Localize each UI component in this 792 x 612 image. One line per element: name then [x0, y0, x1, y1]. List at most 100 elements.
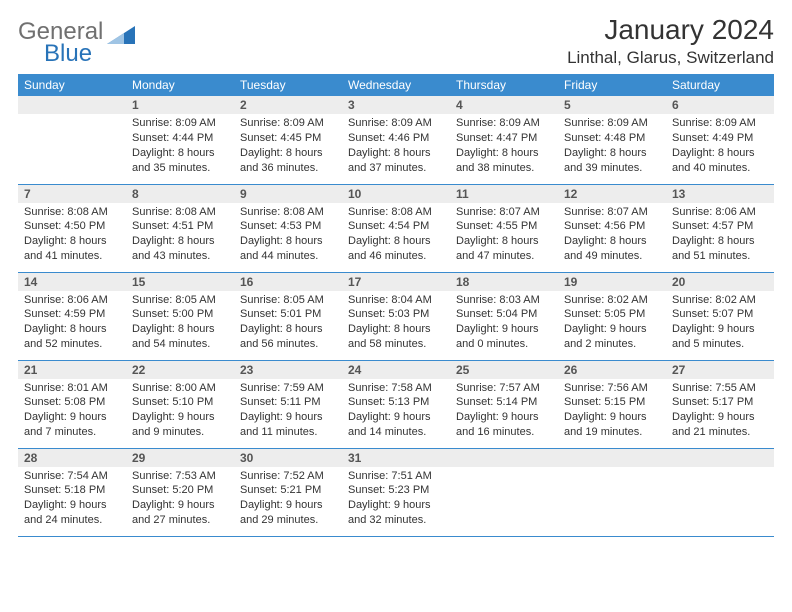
sun-info-line: Sunset: 4:57 PM — [672, 219, 768, 234]
sun-info: Sunrise: 7:58 AMSunset: 5:13 PMDaylight:… — [342, 379, 450, 444]
sun-info-line: and 32 minutes. — [348, 513, 444, 528]
sun-info-line: Daylight: 8 hours — [132, 146, 228, 161]
sun-info-line: Sunset: 5:03 PM — [348, 307, 444, 322]
day-number: 14 — [18, 273, 126, 291]
sun-info-line: Daylight: 9 hours — [240, 498, 336, 513]
sun-info: Sunrise: 8:07 AMSunset: 4:55 PMDaylight:… — [450, 203, 558, 268]
week-row: 28Sunrise: 7:54 AMSunset: 5:18 PMDayligh… — [18, 448, 774, 536]
sun-info-line: and 47 minutes. — [456, 249, 552, 264]
weekday-header: Sunday — [18, 74, 126, 96]
sun-info-line: Sunset: 5:21 PM — [240, 483, 336, 498]
sun-info: Sunrise: 8:07 AMSunset: 4:56 PMDaylight:… — [558, 203, 666, 268]
page-title: January 2024 — [567, 14, 774, 46]
weekday-header: Saturday — [666, 74, 774, 96]
sun-info-line: Sunset: 5:00 PM — [132, 307, 228, 322]
day-cell: 30Sunrise: 7:52 AMSunset: 5:21 PMDayligh… — [234, 448, 342, 536]
day-number: 5 — [558, 96, 666, 114]
day-number: 6 — [666, 96, 774, 114]
day-cell: 12Sunrise: 8:07 AMSunset: 4:56 PMDayligh… — [558, 184, 666, 272]
day-number: 10 — [342, 185, 450, 203]
sun-info-line: Sunrise: 8:04 AM — [348, 293, 444, 308]
sun-info-line: and 29 minutes. — [240, 513, 336, 528]
sun-info: Sunrise: 8:09 AMSunset: 4:49 PMDaylight:… — [666, 114, 774, 179]
sun-info-line: Daylight: 8 hours — [348, 322, 444, 337]
sun-info-line: Sunset: 4:54 PM — [348, 219, 444, 234]
logo-triangle-icon — [107, 22, 135, 48]
day-cell: 3Sunrise: 8:09 AMSunset: 4:46 PMDaylight… — [342, 96, 450, 184]
sun-info-line: Sunset: 5:18 PM — [24, 483, 120, 498]
day-number: 12 — [558, 185, 666, 203]
sun-info-line: Sunset: 4:53 PM — [240, 219, 336, 234]
sun-info-line: Sunset: 4:50 PM — [24, 219, 120, 234]
day-cell: 14Sunrise: 8:06 AMSunset: 4:59 PMDayligh… — [18, 272, 126, 360]
day-number: 28 — [18, 449, 126, 467]
day-number: 23 — [234, 361, 342, 379]
sun-info-line: Sunrise: 7:55 AM — [672, 381, 768, 396]
day-number: 2 — [234, 96, 342, 114]
sun-info-line: and 40 minutes. — [672, 161, 768, 176]
sun-info: Sunrise: 7:51 AMSunset: 5:23 PMDaylight:… — [342, 467, 450, 532]
sun-info: Sunrise: 8:09 AMSunset: 4:48 PMDaylight:… — [558, 114, 666, 179]
sun-info-line: Sunrise: 8:08 AM — [348, 205, 444, 220]
sun-info-line: Sunrise: 8:09 AM — [564, 116, 660, 131]
day-number: 4 — [450, 96, 558, 114]
sun-info-line: and 14 minutes. — [348, 425, 444, 440]
sun-info-line: and 16 minutes. — [456, 425, 552, 440]
sun-info-line: Sunset: 4:49 PM — [672, 131, 768, 146]
sun-info-line: Sunrise: 7:53 AM — [132, 469, 228, 484]
weekday-header: Thursday — [450, 74, 558, 96]
day-cell: 24Sunrise: 7:58 AMSunset: 5:13 PMDayligh… — [342, 360, 450, 448]
sun-info-line: and 43 minutes. — [132, 249, 228, 264]
sun-info-line: Sunrise: 8:02 AM — [672, 293, 768, 308]
sun-info-line: Sunset: 5:20 PM — [132, 483, 228, 498]
day-cell: 23Sunrise: 7:59 AMSunset: 5:11 PMDayligh… — [234, 360, 342, 448]
sun-info-line: Daylight: 8 hours — [672, 146, 768, 161]
sun-info-line: Daylight: 9 hours — [564, 322, 660, 337]
day-number — [558, 449, 666, 467]
title-block: January 2024 Linthal, Glarus, Switzerlan… — [567, 14, 774, 68]
sun-info: Sunrise: 7:55 AMSunset: 5:17 PMDaylight:… — [666, 379, 774, 444]
week-row: 21Sunrise: 8:01 AMSunset: 5:08 PMDayligh… — [18, 360, 774, 448]
sun-info: Sunrise: 8:04 AMSunset: 5:03 PMDaylight:… — [342, 291, 450, 356]
sun-info-line: and 51 minutes. — [672, 249, 768, 264]
sun-info-line: Sunset: 4:45 PM — [240, 131, 336, 146]
sun-info-line: Daylight: 9 hours — [132, 410, 228, 425]
sun-info-line: Sunset: 4:47 PM — [456, 131, 552, 146]
weekday-header: Monday — [126, 74, 234, 96]
sun-info-line: and 2 minutes. — [564, 337, 660, 352]
sun-info: Sunrise: 7:54 AMSunset: 5:18 PMDaylight:… — [18, 467, 126, 532]
sun-info-line: Sunrise: 8:08 AM — [24, 205, 120, 220]
sun-info: Sunrise: 8:08 AMSunset: 4:53 PMDaylight:… — [234, 203, 342, 268]
day-number: 25 — [450, 361, 558, 379]
day-number: 19 — [558, 273, 666, 291]
sun-info-line: and 46 minutes. — [348, 249, 444, 264]
sun-info-line: Daylight: 8 hours — [564, 146, 660, 161]
sun-info: Sunrise: 8:01 AMSunset: 5:08 PMDaylight:… — [18, 379, 126, 444]
sun-info-line: Daylight: 8 hours — [240, 234, 336, 249]
sun-info-line: Daylight: 9 hours — [564, 410, 660, 425]
sun-info: Sunrise: 8:06 AMSunset: 4:59 PMDaylight:… — [18, 291, 126, 356]
sun-info-line: and 38 minutes. — [456, 161, 552, 176]
calendar-body: 1Sunrise: 8:09 AMSunset: 4:44 PMDaylight… — [18, 96, 774, 536]
logo-word-blue: Blue — [18, 42, 103, 66]
sun-info-line: Sunrise: 7:58 AM — [348, 381, 444, 396]
sun-info-line: Sunrise: 8:09 AM — [672, 116, 768, 131]
sun-info-line: and 52 minutes. — [24, 337, 120, 352]
week-row: 7Sunrise: 8:08 AMSunset: 4:50 PMDaylight… — [18, 184, 774, 272]
sun-info-line: Sunset: 4:56 PM — [564, 219, 660, 234]
day-number: 3 — [342, 96, 450, 114]
sun-info-line: Sunset: 5:04 PM — [456, 307, 552, 322]
sun-info-line: Daylight: 9 hours — [456, 410, 552, 425]
sun-info-line: Sunrise: 8:00 AM — [132, 381, 228, 396]
sun-info-line: and 9 minutes. — [132, 425, 228, 440]
sun-info: Sunrise: 7:57 AMSunset: 5:14 PMDaylight:… — [450, 379, 558, 444]
sun-info: Sunrise: 7:59 AMSunset: 5:11 PMDaylight:… — [234, 379, 342, 444]
day-number — [18, 96, 126, 114]
sun-info: Sunrise: 7:56 AMSunset: 5:15 PMDaylight:… — [558, 379, 666, 444]
sun-info-line: Daylight: 8 hours — [132, 234, 228, 249]
sun-info: Sunrise: 8:02 AMSunset: 5:07 PMDaylight:… — [666, 291, 774, 356]
sun-info-line: Sunrise: 8:07 AM — [456, 205, 552, 220]
day-number: 20 — [666, 273, 774, 291]
weekday-header: Friday — [558, 74, 666, 96]
day-number: 21 — [18, 361, 126, 379]
